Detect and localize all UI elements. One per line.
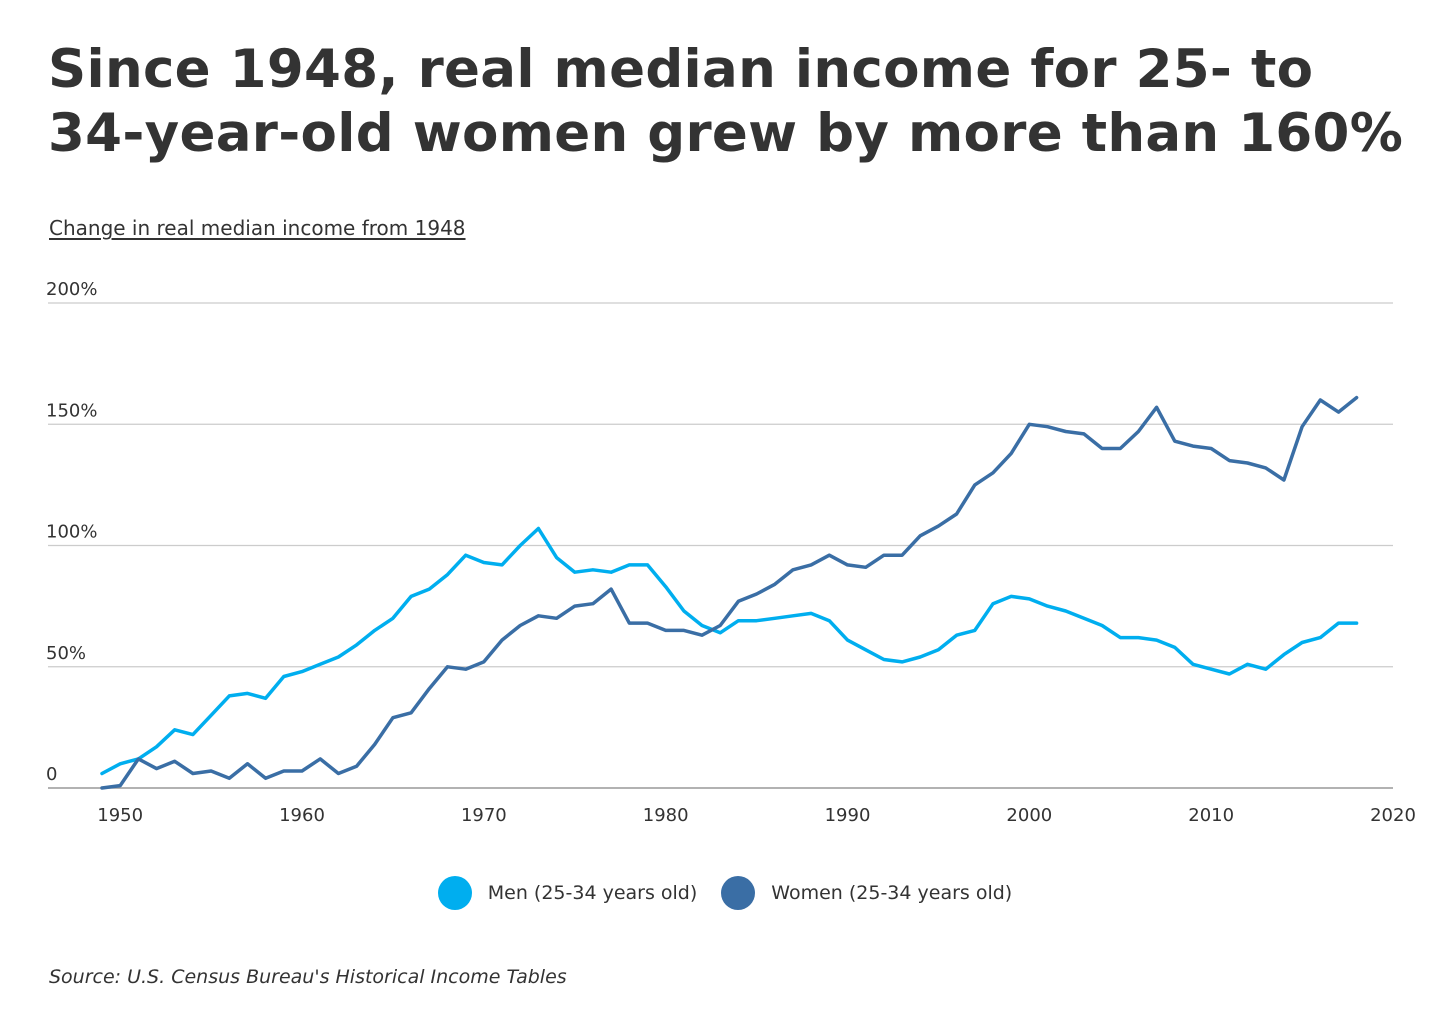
source-note: Source: U.S. Census Bureau's Historical …	[49, 966, 567, 988]
legend-item-women: Women (25-34 years old)	[721, 876, 1012, 910]
legend-swatch-men	[437, 876, 472, 910]
x-axis-ticks: 1950 1960 1970 1980 1990 2000 2010 2020	[97, 805, 1416, 826]
series-lines	[100, 395, 1359, 790]
series-line-men	[100, 526, 1359, 776]
y-tick-label: 50%	[46, 643, 86, 664]
legend-label-men: Men (25-34 years old)	[487, 882, 698, 904]
y-tick-label: 150%	[46, 400, 97, 421]
y-tick-label: 0	[46, 764, 57, 785]
x-tick-label: 2010	[1188, 805, 1234, 826]
chart-title: Since 1948, real median income for 25- t…	[48, 39, 1404, 164]
y-axis-ticks: 0 50% 100% 150% 200%	[46, 279, 97, 785]
x-tick-label: 1960	[279, 805, 325, 826]
x-tick-label: 1980	[643, 805, 689, 826]
grid-lines	[48, 302, 1393, 789]
x-tick-label: 2020	[1370, 805, 1416, 826]
line-chart: 0 50% 100% 150% 200% 1950 1960 1970 1980 1990 200…	[46, 279, 1416, 826]
x-tick-label: 1990	[825, 805, 871, 826]
series-line-women	[100, 395, 1359, 790]
chart-subtitle: Change in real median income from 1948	[49, 216, 466, 240]
y-tick-label: 200%	[46, 279, 97, 300]
legend-swatch-women	[721, 876, 756, 910]
legend-label-women: Women (25-34 years old)	[771, 882, 1013, 904]
y-tick-label: 100%	[46, 522, 97, 543]
legend-item-men: Men (25-34 years old)	[437, 876, 698, 910]
legend: Men (25-34 years old) Women (25-34 years…	[0, 876, 1450, 910]
x-tick-label: 1970	[461, 805, 507, 826]
x-tick-label: 1950	[97, 805, 143, 826]
x-tick-label: 2000	[1006, 805, 1052, 826]
